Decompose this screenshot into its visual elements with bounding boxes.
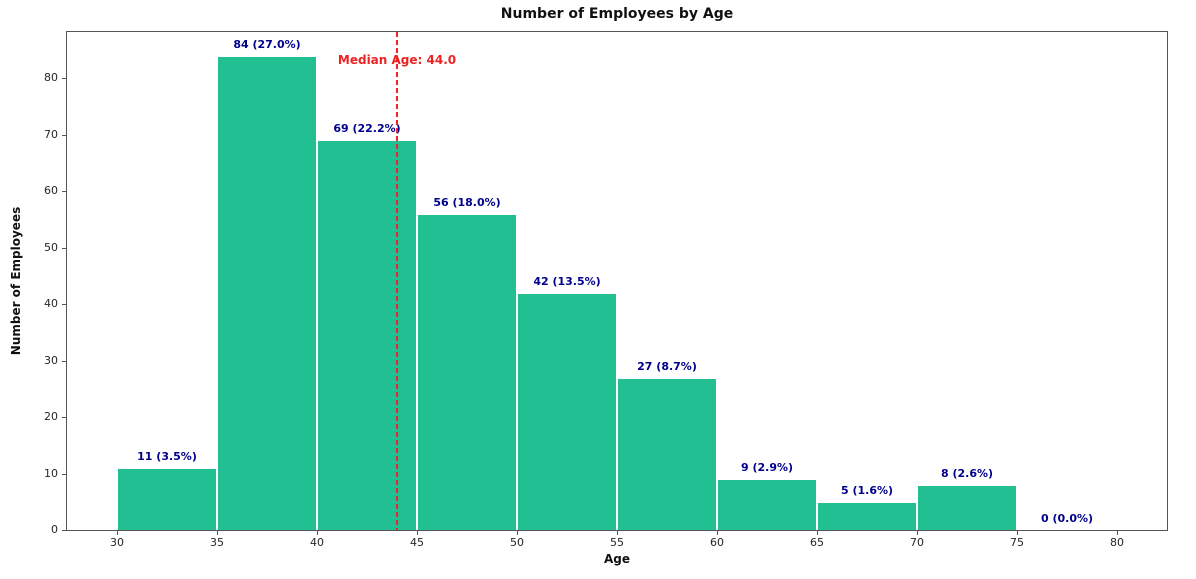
x-tick-label: 80 (1110, 536, 1124, 549)
x-tick-mark (217, 531, 218, 535)
bar-value-label: 0 (0.0%) (1040, 512, 1094, 525)
bar-value-label: 9 (2.9%) (740, 461, 794, 475)
x-tick-mark (517, 531, 518, 535)
bar-value-label: 84 (27.0%) (233, 37, 301, 51)
x-tick-mark (317, 531, 318, 535)
bar-value-label: 5 (1.6%) (840, 483, 894, 497)
x-tick-label: 50 (510, 536, 524, 549)
x-tick-mark (917, 531, 918, 535)
bar-value-label: 56 (18.0%) (433, 195, 501, 209)
x-tick-mark (117, 531, 118, 535)
y-tick-mark (62, 78, 66, 80)
x-tick-mark (617, 531, 618, 535)
y-tick-mark (62, 134, 66, 136)
histogram-bar (717, 479, 817, 530)
chart-title: Number of Employees by Age (500, 6, 734, 22)
y-tick-label: 20 (44, 410, 58, 424)
y-axis-label: Number of Employees (9, 206, 23, 356)
x-tick-label: 30 (110, 536, 124, 549)
median-annotation: Median Age: 44.0 (337, 53, 457, 67)
bar-value-label: 27 (8.7%) (637, 359, 697, 373)
histogram-bar (617, 377, 717, 530)
x-tick-mark (1017, 531, 1018, 535)
y-tick-label: 30 (44, 353, 58, 367)
histogram-bar (917, 484, 1017, 530)
bar-value-label: 8 (2.6%) (940, 466, 994, 480)
x-axis-label: Age (603, 552, 631, 566)
x-tick-label: 60 (710, 536, 724, 549)
histogram-bar (417, 213, 517, 530)
histogram-bar (817, 501, 917, 530)
y-tick-label: 60 (44, 184, 58, 198)
bar-value-label: 42 (13.5%) (533, 274, 601, 288)
x-tick-mark (417, 531, 418, 535)
y-tick-mark (62, 417, 66, 419)
x-tick-mark (1117, 531, 1118, 535)
y-tick-label: 0 (51, 523, 58, 536)
x-tick-label: 55 (610, 536, 624, 549)
y-tick-mark (62, 304, 66, 306)
x-tick-label: 70 (910, 536, 924, 549)
x-tick-mark (717, 531, 718, 535)
x-tick-label: 35 (210, 536, 224, 549)
y-tick-label: 50 (44, 240, 58, 254)
histogram-bar (317, 140, 417, 530)
y-tick-mark (62, 530, 66, 531)
y-tick-label: 70 (44, 127, 58, 141)
x-tick-label: 75 (1010, 536, 1024, 549)
bar-value-label: 69 (22.2%) (333, 122, 401, 136)
y-tick-mark (62, 360, 66, 362)
x-tick-label: 45 (410, 536, 424, 549)
histogram-bar (517, 292, 617, 530)
y-tick-mark (62, 191, 66, 193)
y-tick-mark (62, 473, 66, 475)
y-tick-mark (62, 247, 66, 249)
x-tick-label: 65 (810, 536, 824, 549)
median-line (396, 32, 398, 530)
x-tick-mark (817, 531, 818, 535)
y-tick-label: 40 (44, 297, 58, 311)
y-tick-label: 80 (44, 71, 58, 85)
histogram-bar (217, 55, 317, 530)
histogram-bar (117, 467, 217, 530)
y-tick-label: 10 (44, 466, 58, 480)
x-tick-label: 40 (310, 536, 324, 549)
bar-value-label: 11 (3.5%) (137, 449, 197, 463)
